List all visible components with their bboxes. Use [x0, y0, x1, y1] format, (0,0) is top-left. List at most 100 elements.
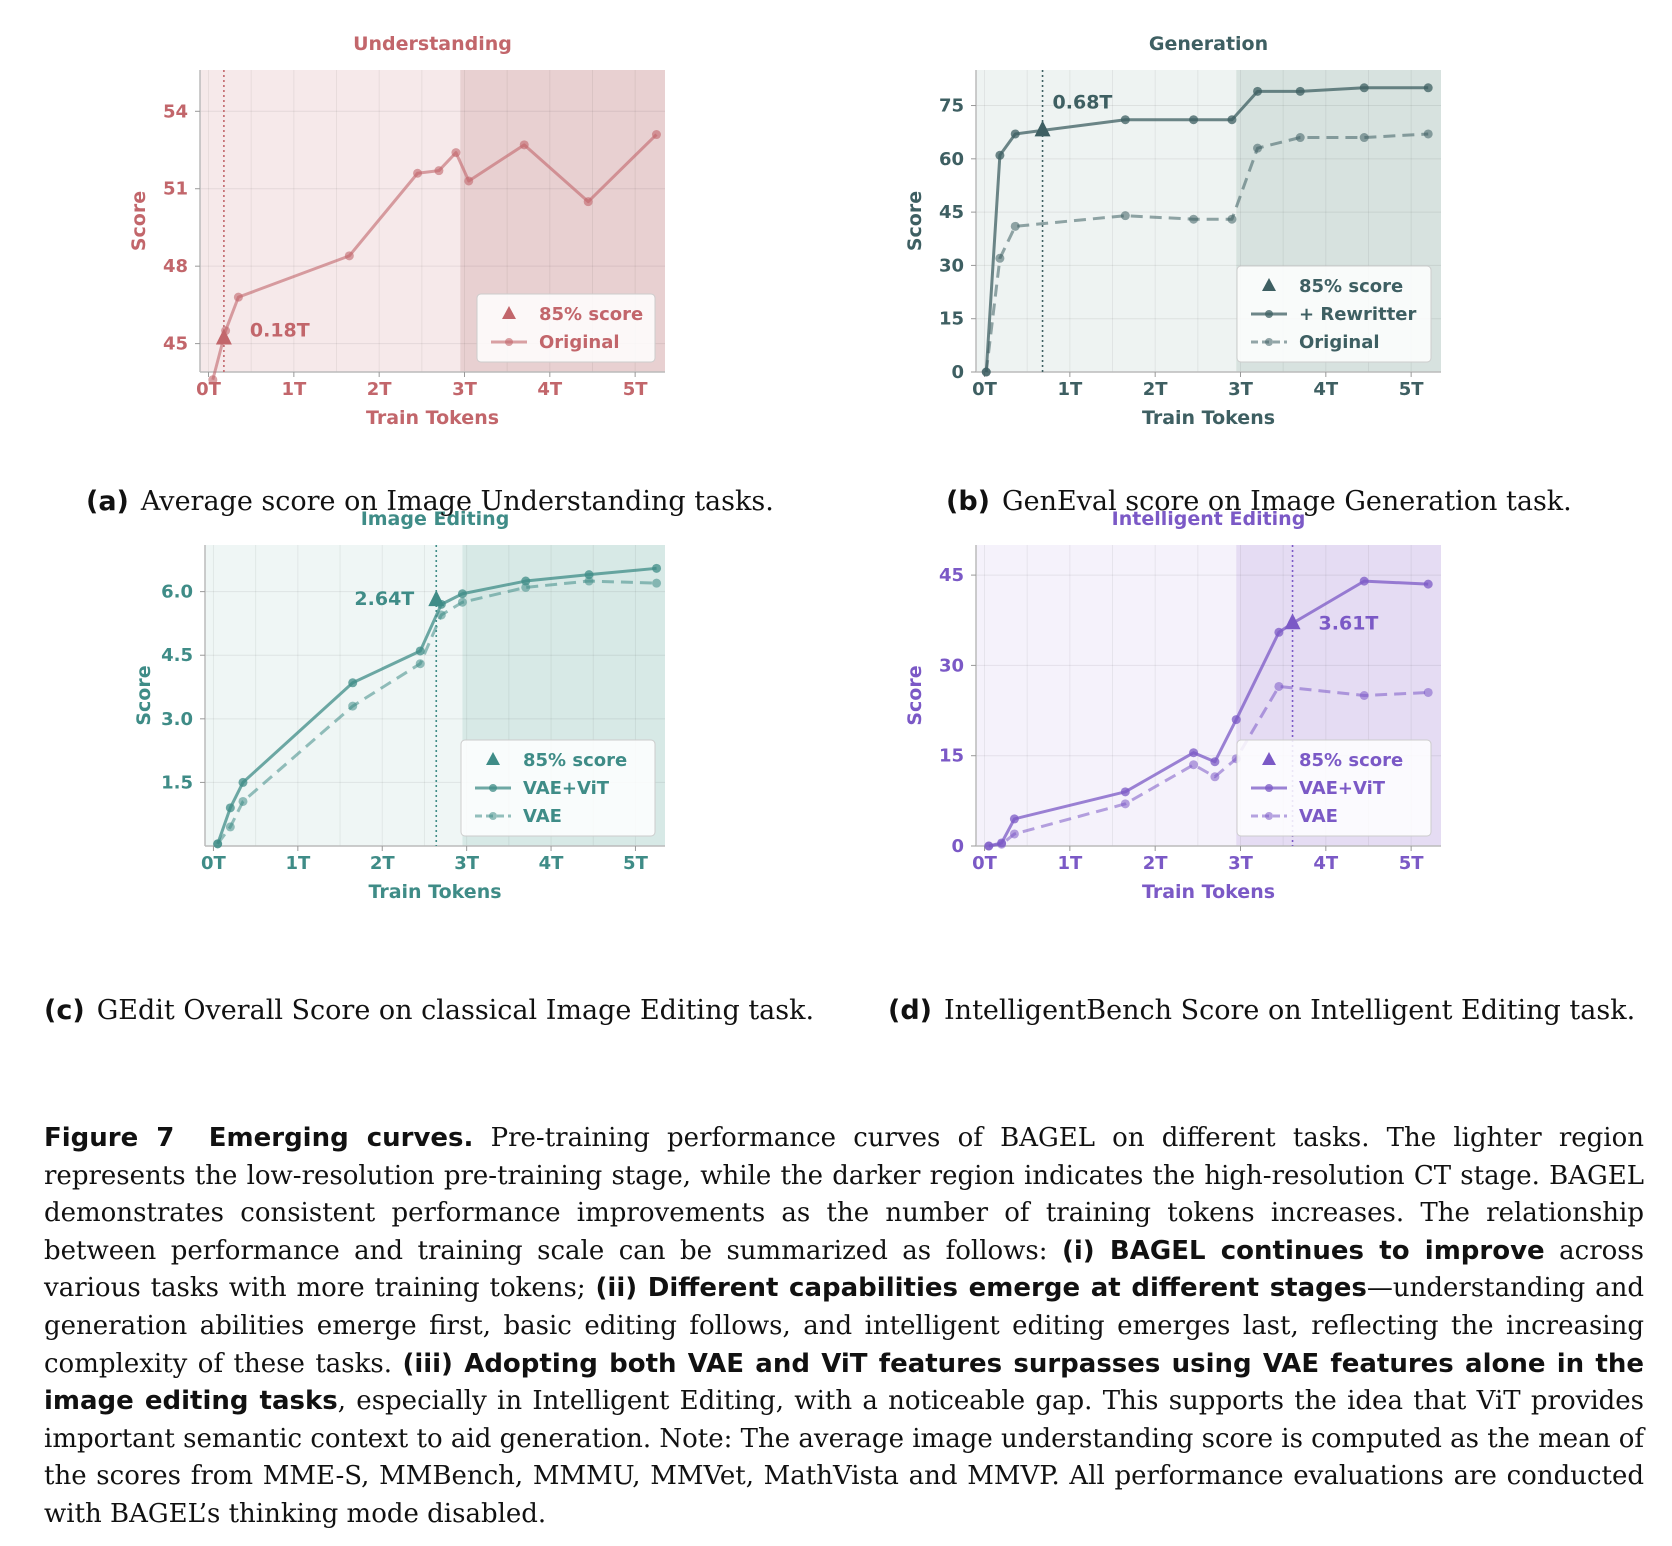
y-axis-label: Score: [128, 191, 150, 251]
x-tick-label: 3T: [1228, 379, 1254, 400]
subcaption-text: GEdit Overall Score on classical Image E…: [96, 995, 815, 1026]
marker-85pct: [1034, 120, 1051, 137]
y-tick-label: 6.0: [161, 582, 193, 603]
data-point: [1227, 214, 1237, 224]
caption-bold: (i) BAGEL continues to improve: [1061, 1235, 1545, 1266]
x-axis-label: Train Tokens: [1142, 881, 1275, 903]
x-tick-label: 0T: [972, 379, 998, 400]
data-point: [1189, 115, 1199, 125]
y-tick-label: 75: [939, 96, 964, 117]
chart-understanding: Understanding 0T 1T 2T 3T 4T 5T 45 48 51 54 Train T…: [128, 33, 665, 429]
data-point: [1295, 86, 1305, 96]
data-point: [415, 659, 425, 669]
x-tick-label: 1T: [285, 853, 311, 874]
chart-title: Image Editing: [361, 508, 510, 530]
caption-bold: (iii) Adopting both VAE and ViT features…: [44, 1348, 1644, 1417]
legend-label: 85% score: [539, 304, 643, 325]
data-point: [651, 130, 661, 140]
data-point: [1253, 86, 1263, 96]
pretrain-region: [200, 70, 461, 372]
legend-label: VAE+ViT: [1299, 778, 1386, 799]
legend-point-icon: [1265, 812, 1273, 820]
data-point: [583, 197, 593, 207]
y-tick-label: 60: [939, 149, 964, 170]
marker-label: 0.68T: [1053, 91, 1113, 113]
caption-text: across various tasks with more training …: [44, 1235, 1644, 1304]
legend-box: [1236, 265, 1432, 363]
subcaption-c: (c) GEdit Overall Score on classical Imag…: [44, 995, 814, 1026]
data-point: [1010, 221, 1020, 231]
data-point: [1295, 133, 1305, 143]
data-point: [1210, 757, 1220, 767]
legend-marker-icon: [502, 306, 516, 319]
y-tick-label: 4.5: [161, 645, 193, 666]
caption-bold: (ii) Different capabilities emerge at di…: [595, 1273, 1367, 1304]
chart-intelligent-editing: Intelligent Editing 0T 1T 2T 3T 4T 5T 0 15 30 45 Tr…: [904, 508, 1441, 903]
figure-caption: Figure 7 Emerging curves. Pre-training p…: [44, 1120, 1644, 1534]
data-point: [457, 597, 467, 607]
legend-label: + Rewritter: [1299, 304, 1417, 325]
data-point: [1009, 829, 1019, 839]
data-point: [1120, 115, 1130, 125]
legend-marker-icon: [486, 752, 500, 765]
y-tick-label: 51: [163, 179, 188, 200]
data-point: [238, 777, 248, 787]
data-point: [1253, 143, 1263, 153]
figure-heading: Emerging curves.: [208, 1123, 474, 1153]
data-point: [519, 140, 529, 150]
x-tick-label: 3T: [1228, 853, 1254, 874]
data-point: [1423, 129, 1433, 139]
y-tick-label: 15: [939, 746, 964, 767]
marker-85pct: [1284, 613, 1301, 630]
subcaption-label: (d): [888, 995, 933, 1026]
pretrain-region: [976, 545, 1237, 846]
x-tick-label: 3T: [454, 853, 480, 874]
chart-title: Intelligent Editing: [1112, 508, 1306, 530]
x-tick-label: 2T: [367, 379, 393, 400]
y-tick-label: 15: [939, 309, 964, 330]
series-line: [984, 132, 1429, 373]
x-tick-label: 1T: [1057, 379, 1083, 400]
data-point: [1359, 133, 1369, 143]
y-tick-label: 1.5: [161, 772, 193, 793]
x-tick-label: 0T: [972, 853, 998, 874]
x-tick-label: 1T: [1057, 853, 1083, 874]
caption-text: , especially in Intelligent Editing, wit…: [44, 1386, 1645, 1529]
legend-point-icon: [1265, 310, 1273, 318]
series-line: [988, 684, 1429, 848]
x-tick-label: 3T: [452, 379, 478, 400]
y-tick-label: 45: [939, 565, 964, 586]
data-point: [1274, 627, 1284, 637]
legend-label: VAE: [523, 806, 562, 827]
data-point: [225, 822, 235, 832]
legend-label: VAE: [1299, 806, 1338, 827]
y-tick-label: 45: [163, 334, 188, 355]
x-tick-label: 0T: [196, 379, 222, 400]
data-point: [1359, 576, 1369, 586]
y-axis-label: Score: [904, 665, 926, 725]
data-point: [208, 375, 218, 385]
legend-label: 85% score: [1299, 750, 1403, 771]
data-point: [584, 576, 594, 586]
chart-generation: Generation 0T 1T 2T 3T 4T 5T 0 15 30 45 60 75 Train T…: [904, 33, 1441, 429]
x-tick-label: 4T: [1313, 379, 1339, 400]
data-point: [457, 589, 467, 599]
y-tick-label: 48: [163, 256, 188, 277]
x-axis-label: Train Tokens: [366, 407, 499, 429]
figure-label: Figure 7: [44, 1123, 175, 1153]
subcaption-label: (c): [44, 995, 85, 1026]
data-point: [1227, 115, 1237, 125]
chart-title: Generation: [1149, 33, 1268, 55]
x-tick-label: 4T: [537, 379, 563, 400]
y-tick-label: 45: [939, 202, 964, 223]
x-tick-label: 4T: [539, 853, 565, 874]
subcaption-text: GenEval score on Image Generation task.: [1002, 486, 1572, 517]
data-point: [1231, 715, 1241, 725]
data-point: [413, 168, 423, 178]
data-point: [1423, 687, 1433, 697]
data-point: [981, 367, 991, 377]
legend-label: 85% score: [1299, 276, 1403, 297]
subcaption-b: (b) GenEval score on Image Generation tas…: [946, 486, 1572, 517]
x-tick-label: 4T: [1313, 853, 1339, 874]
subcaption-text: IntelligentBench Score on Intelligent Ed…: [944, 995, 1636, 1026]
